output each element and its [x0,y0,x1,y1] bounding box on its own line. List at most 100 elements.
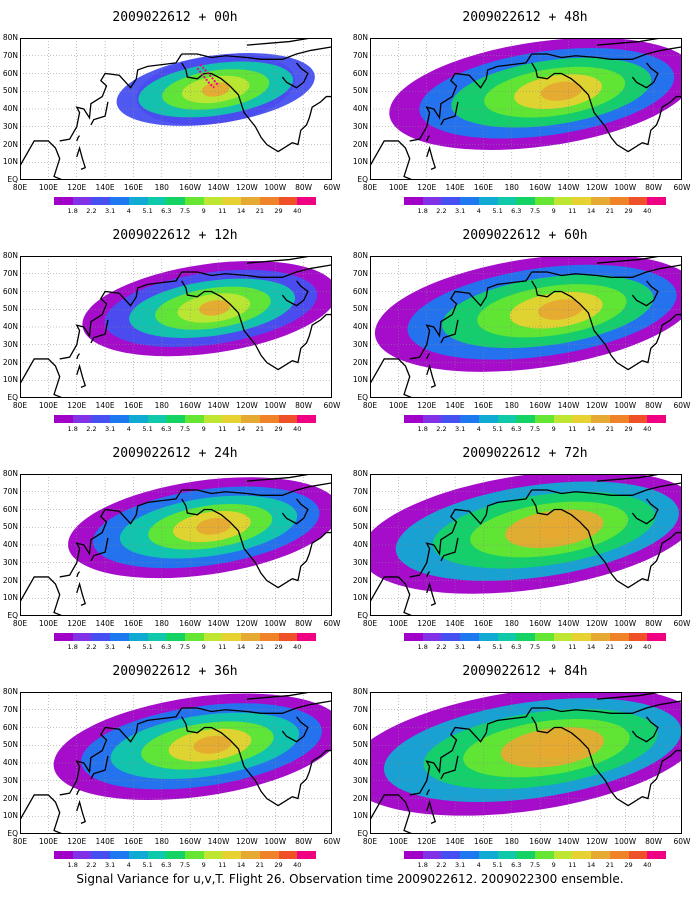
colorbar-swatch [222,633,242,641]
graticule [20,692,332,834]
lon-tick-label: 180 [504,837,519,846]
forecast-panel: 2009022612 + 48h 80N 70N 60N 50N 40N 30N 20N 10N… [350,0,700,215]
colorbar-swatch [185,197,204,205]
colorbar [404,415,667,423]
lat-tick-label: 80N [352,251,368,260]
lat-tick-label: 50N [2,86,18,96]
colorbar-label: 4 [476,207,481,215]
lon-tick-label: 140E [445,183,465,192]
colorbar-label: 5.1 [142,207,153,215]
lat-tick-label: EQ [357,175,368,184]
lon-tick-label: 100E [38,401,58,410]
graticule [20,38,332,180]
colorbar-swatch [241,851,260,859]
colorbar-label: 2.2 [86,861,97,869]
colorbar-label: 21 [605,425,614,433]
lon-tick-label: 180 [504,619,519,628]
colorbar-swatch [259,633,279,641]
colorbar-swatch [609,633,629,641]
lon-tick-label: 160W [529,619,552,628]
colorbar-label: 5.1 [492,643,503,651]
forecast-panel: 2009022612 + 60h 80N 70N 60N 50N 40N 30N 20N 10N… [350,218,700,433]
lat-tick-label: 60N [352,722,368,732]
lon-tick-label: 120E [417,619,437,628]
colorbar-label: 21 [255,861,264,869]
lat-tick-label: 80N [352,687,368,696]
lon-tick-label: 140E [95,183,115,192]
colorbar-label: 1.8 [417,861,428,869]
colorbar-label: 7.5 [529,207,541,215]
lat-tick-label: 80N [352,469,368,478]
lon-tick-label: 100E [38,837,58,846]
lon-tick-label: 80W [295,183,313,192]
colorbar [54,851,317,859]
lon-tick-label: 160W [179,619,202,628]
colorbar-label: 14 [587,643,596,651]
colorbar-swatch [535,197,554,205]
colorbar-swatch [422,633,442,641]
colorbar-swatch [535,633,554,641]
map-frame [370,256,682,398]
lon-tick-label: 140E [445,401,465,410]
colorbar-swatch [222,851,242,859]
lon-tick-label: 100W [264,401,287,410]
colorbar-label: 11 [218,861,227,869]
lon-tick-label: 140W [207,183,230,192]
colorbar-swatch [647,415,667,423]
colorbar-swatch [72,415,92,423]
coastlines [370,474,682,616]
colorbar [404,633,667,641]
colorbar-swatch [128,851,148,859]
colorbar-swatch [241,197,260,205]
lon-tick-label: 160W [529,183,552,192]
lat-tick-label: 70N [352,486,368,496]
colorbar-label: 9 [201,425,206,433]
colorbar-swatch [628,197,648,205]
colorbar-label: 1.8 [417,425,428,433]
forecast-panel: 2009022612 + 00h 80N 70N 60N 50N 40N 30N 20N 10N… [0,0,350,215]
variance-contour-5 [535,517,584,539]
variance-contour-5 [201,82,230,97]
colorbar-swatch [647,633,667,641]
lon-tick-label: 180 [504,401,519,410]
lon-tick-label: 160W [179,183,202,192]
lat-tick-label: 10N [352,593,368,603]
variance-contour-5 [193,735,232,754]
lon-tick-label: 160W [529,401,552,410]
colorbar-swatch [54,415,73,423]
lon-tick-label: 120E [67,837,87,846]
lat-tick-label: 20N [352,357,368,367]
colorbar-label: 3.1 [454,425,466,433]
colorbar-label: 14 [587,207,596,215]
colorbar-label: 3.1 [104,207,116,215]
lat-tick-label: 10N [352,811,368,821]
colorbar-label: 11 [218,207,227,215]
colorbar-label: 4 [476,425,481,433]
colorbar-swatch [422,415,442,423]
colorbar-label: 1.8 [67,643,78,651]
colorbar-label: 2.2 [86,425,97,433]
colorbar-swatch [278,633,298,641]
lon-tick-label: 100E [38,183,58,192]
colorbar-swatch [497,415,517,423]
lon-tick-label: 160E [473,401,493,410]
colorbar-swatch [54,633,73,641]
colorbar-swatch [404,415,423,423]
lon-tick-label: 160E [473,837,493,846]
colorbar-swatch [185,415,204,423]
lat-tick-label: 40N [352,758,368,767]
lat-tick-label: EQ [7,829,18,838]
colorbar-label: 4 [126,861,131,869]
lon-tick-label: 140W [557,183,580,192]
lat-tick-label: 20N [352,575,368,585]
lon-tick-label: 60W [323,401,341,410]
colorbar-label: 2.2 [436,425,447,433]
colorbar-swatch [460,851,479,859]
colorbar-label: 29 [624,207,633,215]
lon-tick-label: 180 [154,619,169,628]
colorbar-label: 6.3 [161,207,172,215]
lon-tick-label: 100W [614,619,637,628]
colorbar-swatch [222,415,242,423]
colorbar-swatch [422,851,442,859]
colorbar-swatch [497,851,517,859]
